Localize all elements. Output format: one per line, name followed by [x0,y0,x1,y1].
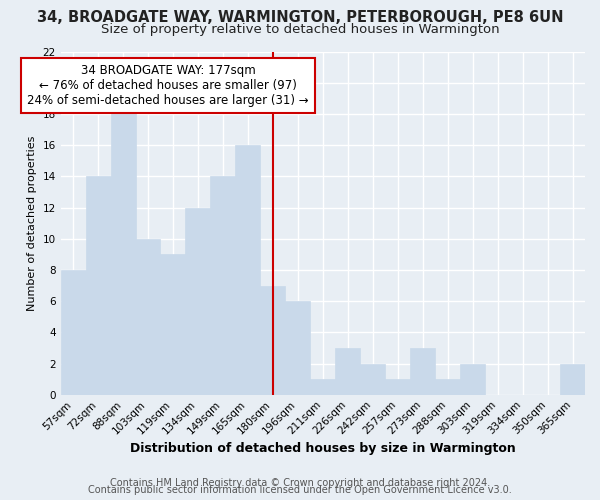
Text: 34 BROADGATE WAY: 177sqm
← 76% of detached houses are smaller (97)
24% of semi-d: 34 BROADGATE WAY: 177sqm ← 76% of detach… [27,64,309,107]
Bar [460,364,485,394]
Text: Size of property relative to detached houses in Warmington: Size of property relative to detached ho… [101,22,499,36]
Bar [360,364,385,394]
Bar [435,379,460,394]
Bar [235,145,260,394]
Text: Contains HM Land Registry data © Crown copyright and database right 2024.: Contains HM Land Registry data © Crown c… [110,478,490,488]
Bar [260,286,286,395]
Bar [560,364,585,394]
Bar [86,176,110,394]
Bar [286,301,310,394]
Y-axis label: Number of detached properties: Number of detached properties [27,136,37,311]
Bar [385,379,410,394]
Bar [185,208,211,394]
Bar [136,238,160,394]
Text: 34, BROADGATE WAY, WARMINGTON, PETERBOROUGH, PE8 6UN: 34, BROADGATE WAY, WARMINGTON, PETERBORO… [37,10,563,25]
Bar [110,114,136,394]
Bar [61,270,86,394]
Bar [160,254,185,394]
Bar [410,348,435,395]
X-axis label: Distribution of detached houses by size in Warmington: Distribution of detached houses by size … [130,442,515,455]
Bar [310,379,335,394]
Bar [211,176,235,394]
Text: Contains public sector information licensed under the Open Government Licence v3: Contains public sector information licen… [88,485,512,495]
Bar [335,348,360,395]
